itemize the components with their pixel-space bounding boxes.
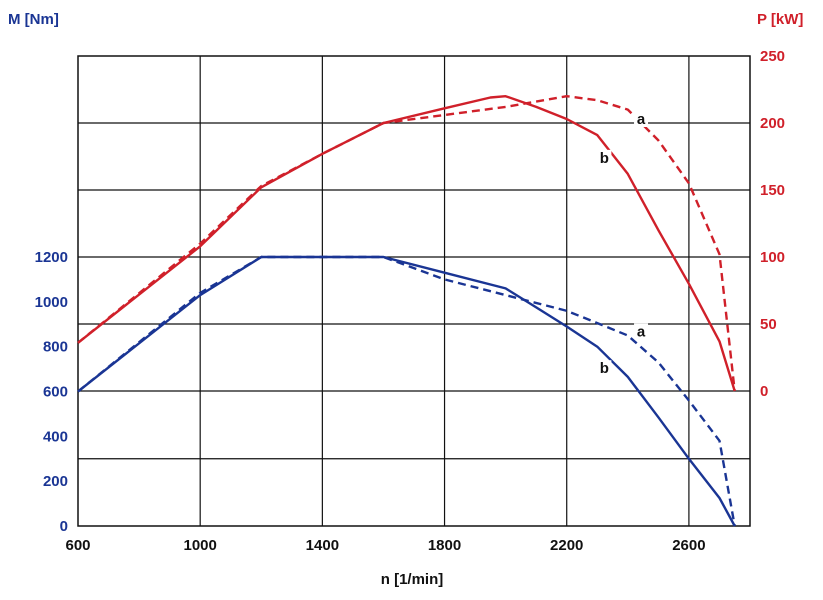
plot-frame — [77, 55, 751, 527]
annotation-background — [597, 149, 612, 166]
series-p-b-line — [77, 95, 736, 392]
left-tick-label: 200 — [43, 473, 68, 490]
tick-labels: 600 1000 1400 1800 2200 260002004006008001000… — [35, 48, 785, 554]
left-tick-label: 1000 — [35, 294, 68, 311]
series-p-a-line — [77, 95, 736, 392]
right-axis-title: P [kW] — [757, 11, 803, 28]
left-tick-label: 600 — [43, 384, 68, 401]
series-m-b-line — [77, 255, 736, 527]
curve-label-b: b — [600, 360, 609, 377]
x-axis-title: n [1/min] — [381, 571, 444, 588]
left-tick-label: 1200 — [35, 249, 68, 266]
curve-label-b: b — [600, 150, 609, 167]
left-tick-label: 400 — [43, 428, 68, 445]
x-tick-label: 2200 — [550, 537, 583, 554]
curve-label-a: a — [637, 323, 646, 340]
annotation-background — [597, 360, 612, 377]
left-axis-title: M [Nm] — [8, 11, 59, 28]
x-tick-label: 1000 — [183, 537, 216, 554]
right-tick-label: 250 — [760, 48, 785, 65]
curve-annotations: a b a b — [597, 111, 649, 377]
x-tick-label: 1400 — [306, 537, 339, 554]
annotation-background — [634, 111, 649, 127]
left-tick-label: 0 — [60, 518, 68, 535]
x-tick-label: 2600 — [672, 537, 705, 554]
x-tick-label: 1800 — [428, 537, 461, 554]
series-layer — [77, 95, 736, 527]
grid — [78, 56, 750, 526]
right-tick-label: 0 — [760, 383, 768, 400]
curve-label-a: a — [637, 111, 646, 128]
left-tick-label: 800 — [43, 339, 68, 356]
x-tick-label: 600 — [65, 537, 90, 554]
right-tick-label: 100 — [760, 249, 785, 266]
right-tick-label: 50 — [760, 316, 777, 333]
right-tick-label: 200 — [760, 115, 785, 132]
right-tick-label: 150 — [760, 182, 785, 199]
annotation-background — [634, 323, 649, 340]
